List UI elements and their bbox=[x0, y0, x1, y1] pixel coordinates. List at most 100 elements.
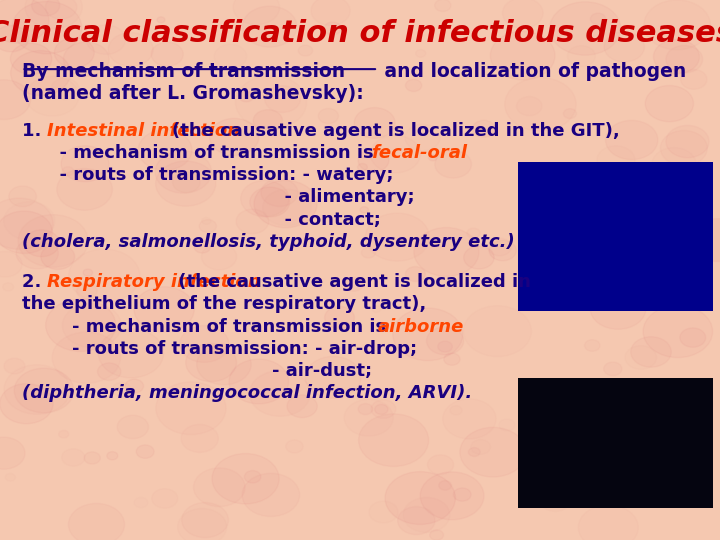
Circle shape bbox=[354, 107, 395, 138]
Text: (named after L. Gromashevsky):: (named after L. Gromashevsky): bbox=[22, 84, 364, 103]
Circle shape bbox=[579, 394, 598, 408]
Circle shape bbox=[660, 212, 708, 248]
Text: - routs of transmission: - watery;: - routs of transmission: - watery; bbox=[22, 166, 393, 184]
Text: - air-dust;: - air-dust; bbox=[22, 362, 372, 380]
Circle shape bbox=[345, 278, 363, 291]
Circle shape bbox=[397, 507, 435, 535]
Circle shape bbox=[97, 363, 121, 380]
Circle shape bbox=[210, 118, 259, 156]
Circle shape bbox=[298, 45, 312, 56]
Circle shape bbox=[125, 379, 143, 393]
Circle shape bbox=[138, 130, 192, 170]
Text: (diphtheria, meningococcal infection, ARVI).: (diphtheria, meningococcal infection, AR… bbox=[22, 384, 472, 402]
Circle shape bbox=[63, 42, 109, 76]
Circle shape bbox=[358, 149, 389, 172]
Circle shape bbox=[385, 471, 456, 524]
Circle shape bbox=[631, 279, 647, 291]
Circle shape bbox=[136, 445, 154, 458]
Circle shape bbox=[358, 164, 367, 171]
Circle shape bbox=[0, 437, 25, 469]
Circle shape bbox=[676, 205, 698, 221]
Circle shape bbox=[519, 215, 576, 258]
Circle shape bbox=[156, 161, 216, 206]
Circle shape bbox=[374, 404, 388, 414]
Circle shape bbox=[117, 415, 148, 438]
Circle shape bbox=[107, 451, 118, 460]
Circle shape bbox=[414, 227, 479, 276]
Circle shape bbox=[420, 472, 484, 520]
Circle shape bbox=[490, 31, 555, 80]
FancyBboxPatch shape bbox=[518, 378, 713, 508]
Circle shape bbox=[590, 287, 646, 329]
Circle shape bbox=[54, 38, 94, 68]
Circle shape bbox=[99, 329, 163, 378]
Circle shape bbox=[546, 415, 611, 464]
Text: - routs of transmission: - air-drop;: - routs of transmission: - air-drop; bbox=[22, 340, 417, 357]
Circle shape bbox=[549, 2, 621, 55]
Circle shape bbox=[645, 85, 693, 122]
Circle shape bbox=[24, 230, 59, 256]
Circle shape bbox=[666, 125, 709, 158]
Circle shape bbox=[489, 240, 516, 261]
Circle shape bbox=[0, 211, 53, 253]
Circle shape bbox=[45, 299, 116, 352]
Circle shape bbox=[134, 287, 194, 332]
Circle shape bbox=[469, 448, 480, 456]
Circle shape bbox=[562, 266, 575, 275]
Circle shape bbox=[16, 237, 58, 269]
Text: - contact;: - contact; bbox=[22, 211, 380, 228]
Circle shape bbox=[243, 6, 297, 47]
Circle shape bbox=[186, 343, 236, 382]
Circle shape bbox=[604, 32, 644, 62]
Circle shape bbox=[12, 2, 82, 54]
Circle shape bbox=[236, 209, 269, 234]
Circle shape bbox=[472, 120, 495, 137]
Circle shape bbox=[151, 42, 183, 66]
Circle shape bbox=[0, 80, 30, 119]
Text: (cholera, salmonellosis, typhoid, dysentery etc.): (cholera, salmonellosis, typhoid, dysent… bbox=[22, 233, 514, 251]
Circle shape bbox=[0, 25, 29, 52]
Circle shape bbox=[438, 481, 451, 490]
Circle shape bbox=[324, 22, 341, 35]
Circle shape bbox=[392, 308, 463, 361]
Circle shape bbox=[253, 110, 282, 132]
Circle shape bbox=[360, 207, 369, 213]
Circle shape bbox=[194, 468, 245, 507]
Text: fecal-oral: fecal-oral bbox=[372, 144, 467, 162]
Text: (the causative agent is localized in the GIT),: (the causative agent is localized in the… bbox=[47, 122, 619, 139]
Circle shape bbox=[325, 306, 354, 329]
Circle shape bbox=[254, 180, 317, 228]
Circle shape bbox=[666, 45, 703, 73]
Circle shape bbox=[680, 328, 706, 347]
Circle shape bbox=[0, 198, 53, 249]
Circle shape bbox=[180, 326, 229, 362]
Circle shape bbox=[41, 244, 75, 269]
Circle shape bbox=[14, 368, 73, 413]
Circle shape bbox=[358, 403, 373, 415]
Circle shape bbox=[261, 179, 298, 206]
Circle shape bbox=[240, 180, 289, 217]
FancyBboxPatch shape bbox=[518, 162, 713, 310]
Circle shape bbox=[549, 169, 601, 209]
Circle shape bbox=[604, 362, 622, 376]
Circle shape bbox=[0, 383, 53, 424]
Text: 1.: 1. bbox=[22, 122, 48, 139]
Text: the epithelium of the respiratory tract),: the epithelium of the respiratory tract)… bbox=[22, 295, 426, 313]
Circle shape bbox=[636, 393, 670, 418]
Circle shape bbox=[405, 79, 422, 91]
Circle shape bbox=[181, 503, 228, 538]
Text: and localization of pathogen: and localization of pathogen bbox=[378, 62, 686, 81]
Circle shape bbox=[244, 470, 261, 483]
Circle shape bbox=[250, 187, 289, 217]
Circle shape bbox=[157, 17, 165, 23]
Circle shape bbox=[173, 172, 200, 193]
Circle shape bbox=[197, 344, 251, 385]
Circle shape bbox=[606, 120, 658, 160]
Circle shape bbox=[57, 168, 112, 210]
Circle shape bbox=[359, 414, 428, 467]
Text: - alimentary;: - alimentary; bbox=[22, 188, 414, 206]
Circle shape bbox=[460, 427, 526, 477]
Circle shape bbox=[428, 154, 437, 161]
Circle shape bbox=[242, 474, 300, 516]
Text: 2.: 2. bbox=[22, 273, 48, 291]
